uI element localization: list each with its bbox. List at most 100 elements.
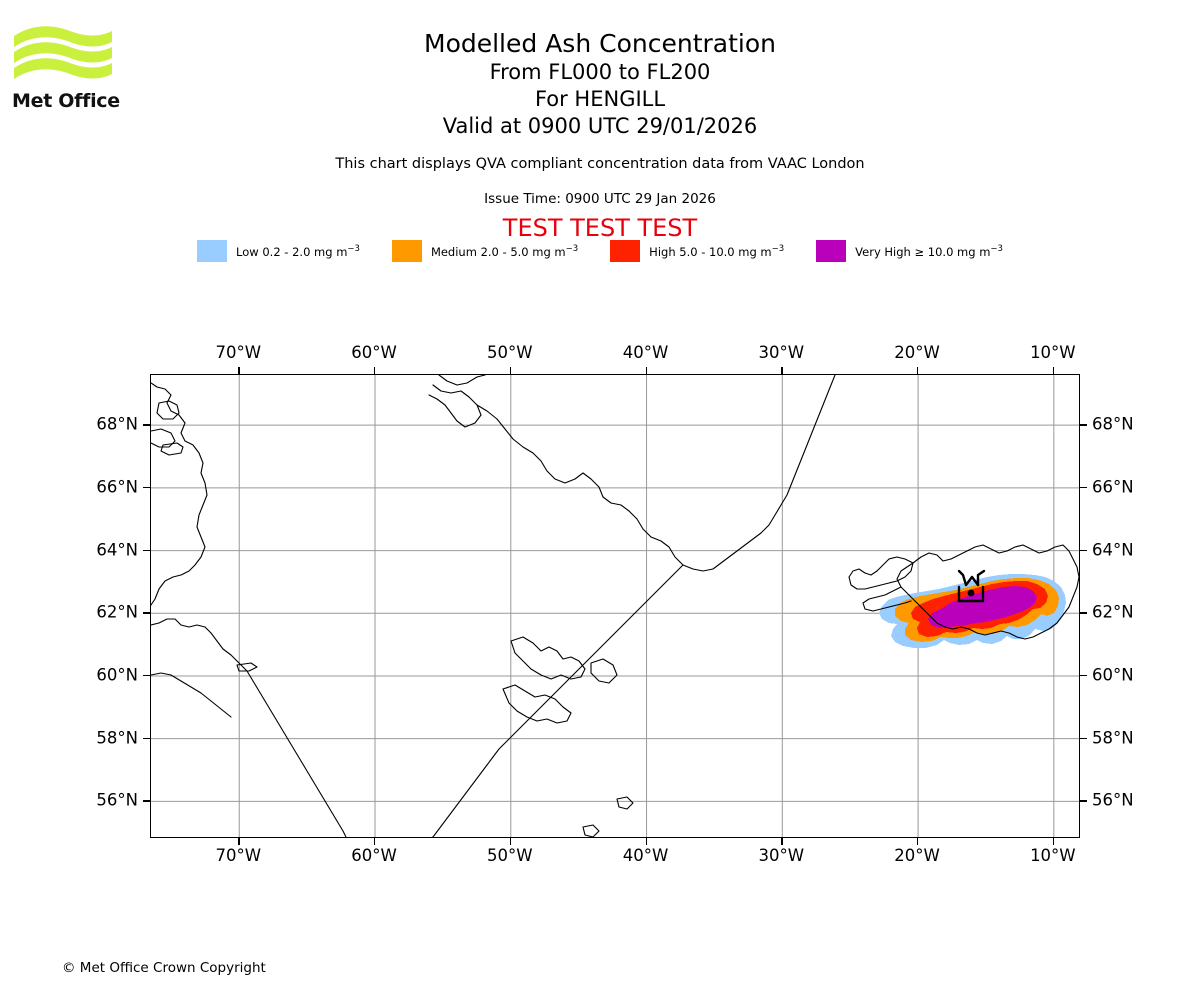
y-tick-mark: [143, 549, 150, 551]
y-tick-label-left: 58°N: [96, 728, 138, 748]
source-marker-hengill: [957, 569, 986, 603]
met-office-wordmark: Met Office: [12, 90, 120, 112]
legend-swatch-medium: [391, 240, 422, 262]
legend-item-medium: Medium 2.0 - 5.0 mg m−3: [391, 240, 579, 262]
y-tick-mark: [1080, 549, 1087, 551]
test-banner: TEST TEST TEST: [502, 214, 698, 242]
y-tick-mark: [143, 800, 150, 802]
coastlines: [151, 375, 1079, 837]
map-frame: [150, 374, 1080, 838]
x-tick-label-bottom: 40°W: [622, 846, 669, 865]
y-tick-mark: [143, 424, 150, 426]
legend-label-high: High 5.0 - 10.0 mg m−3: [649, 243, 785, 259]
chart-title-block: Modelled Ash Concentration From FL000 to…: [0, 28, 1200, 140]
x-tick-label-bottom: 70°W: [215, 846, 262, 865]
y-tick-label-left: 66°N: [96, 477, 138, 497]
x-tick-mark: [917, 838, 919, 845]
page-title: Modelled Ash Concentration: [424, 29, 776, 58]
y-tick-label-right: 68°N: [1092, 414, 1134, 434]
x-tick-mark: [645, 367, 647, 374]
x-tick-mark: [1052, 367, 1055, 374]
y-tick-label-left: 60°N: [96, 665, 138, 685]
x-tick-mark: [645, 838, 647, 845]
coastline-iceland: [896, 544, 1079, 640]
legend-item-high: High 5.0 - 10.0 mg m−3: [610, 240, 784, 262]
y-tick-mark: [1080, 612, 1087, 614]
ash-concentration-map: 70°W 70°W 60°W 60°W 50°W 50°W 40°W 40°W 30°W 30°W…: [96, 343, 1133, 865]
legend-label-low: Low 0.2 - 2.0 mg m−3: [236, 243, 360, 259]
coastline-iceland-peninsula: [862, 586, 912, 612]
x-tick-mark: [509, 367, 512, 374]
y-tick-mark: [143, 612, 150, 614]
map-canvas: [151, 375, 1079, 837]
coastline-labrador-island: [236, 662, 258, 672]
concentration-legend: Low 0.2 - 2.0 mg m−3 Medium 2.0 - 5.0 mg …: [0, 240, 1200, 262]
y-tick-label-left: 56°N: [96, 790, 138, 810]
coastline-nf-coast: [151, 672, 232, 718]
y-tick-label-left: 68°N: [96, 414, 138, 434]
coastline-greenland-isl-1: [616, 796, 634, 810]
coastline-iceland-westfjords: [848, 556, 914, 590]
chart-subtitle: This chart displays QVA compliant concen…: [335, 156, 865, 172]
y-tick-mark: [1080, 800, 1087, 802]
legend-label-medium: Medium 2.0 - 5.0 mg m−3: [430, 243, 579, 259]
x-tick-mark: [238, 367, 240, 374]
x-tick-label-top: 50°W: [486, 343, 533, 362]
y-tick-mark: [1080, 486, 1087, 489]
coastline-greenland-south: [431, 564, 684, 837]
y-tick-label-left: 64°N: [96, 540, 138, 560]
coastline-greenland-fjord-3: [590, 658, 618, 684]
x-tick-label-top: 60°W: [351, 343, 397, 362]
coastline-baffin-inlet-1: [156, 400, 180, 420]
x-tick-label-top: 10°W: [1030, 343, 1076, 362]
x-tick-mark: [238, 838, 240, 845]
y-tick-mark: [1080, 737, 1087, 740]
copyright-notice: © Met Office Crown Copyright: [62, 960, 266, 976]
y-tick-label-left: 62°N: [96, 602, 138, 622]
x-tick-label-top: 70°W: [215, 343, 262, 362]
coastline-greenland-fjord-1: [510, 636, 586, 680]
y-tick-mark: [143, 486, 150, 489]
x-tick-label-top: 40°W: [622, 343, 669, 362]
coastline-greenland: [428, 375, 836, 572]
x-tick-mark: [781, 367, 783, 374]
y-tick-label-right: 56°N: [1092, 790, 1134, 810]
y-tick-mark: [1080, 674, 1087, 677]
legend-item-very-high: Very High ≥ 10.0 mg m−3: [816, 240, 1003, 262]
y-tick-mark: [143, 674, 150, 677]
x-tick-mark: [781, 838, 783, 845]
x-tick-label-top: 30°W: [758, 343, 805, 362]
x-tick-label-bottom: 10°W: [1030, 846, 1076, 865]
y-tick-label-right: 66°N: [1092, 477, 1134, 497]
y-tick-label-right: 58°N: [1092, 728, 1134, 748]
y-tick-label-right: 64°N: [1092, 540, 1134, 560]
legend-swatch-very-high: [816, 240, 847, 262]
coastline-greenland-isl-2: [582, 824, 600, 837]
y-tick-mark: [143, 737, 150, 740]
met-office-logo: [12, 22, 122, 112]
legend-swatch-high: [610, 240, 641, 262]
legend-item-low: Low 0.2 - 2.0 mg m−3: [197, 240, 360, 262]
x-tick-mark: [1052, 838, 1055, 845]
met-office-waves-icon: [14, 26, 112, 79]
coastline-labrador: [151, 618, 347, 837]
y-tick-label-right: 62°N: [1092, 602, 1134, 622]
y-tick-mark: [1080, 424, 1087, 426]
coastline-baffin: [151, 382, 208, 606]
legend-swatch-low: [197, 240, 228, 262]
valid-time: Valid at 0900 UTC 29/01/2026: [442, 114, 758, 138]
legend-label-very-high: Very High ≥ 10.0 mg m−3: [855, 243, 1003, 259]
ash-plume-contours: [879, 574, 1066, 648]
x-tick-label-bottom: 30°W: [758, 846, 805, 865]
x-tick-mark: [917, 367, 919, 374]
x-tick-mark: [374, 367, 376, 374]
flight-level-range: From FL000 to FL200: [489, 60, 711, 84]
coastline-baffin-lake: [160, 442, 184, 456]
x-tick-label-bottom: 20°W: [894, 846, 940, 865]
coastline-baffin-inlet-2: [151, 428, 176, 448]
coastline-greenland-fjord-2: [502, 684, 572, 724]
y-tick-label-right: 60°N: [1092, 665, 1134, 685]
x-tick-mark: [374, 838, 376, 845]
x-tick-label-top: 20°W: [894, 343, 940, 362]
x-tick-mark: [509, 838, 512, 845]
